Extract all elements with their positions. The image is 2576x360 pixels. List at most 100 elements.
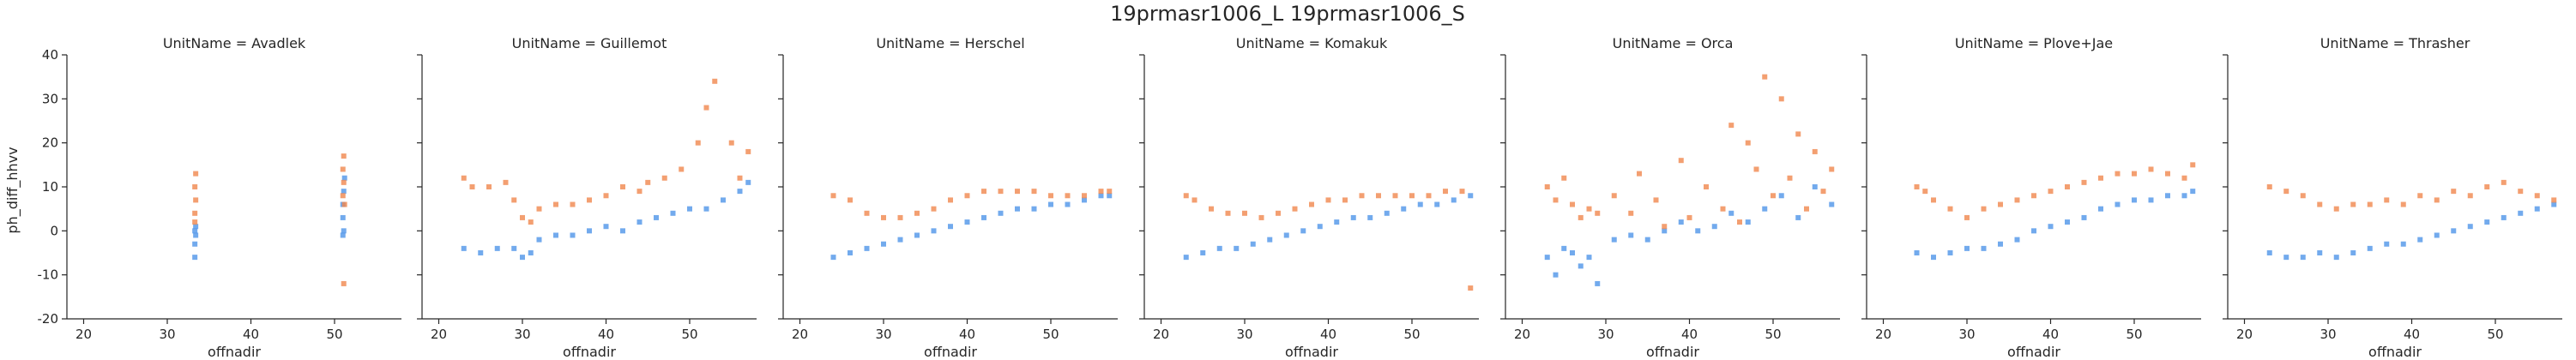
data-point-blue [2400, 241, 2406, 247]
x-tick-label: 50 [2487, 327, 2503, 342]
data-point-orange [1325, 197, 1331, 203]
data-point-orange [1964, 214, 1970, 220]
data-point-blue [2317, 250, 2323, 255]
data-point-orange [1820, 189, 1826, 195]
data-point-blue [193, 224, 199, 230]
x-tick-label: 30 [1958, 327, 1975, 342]
data-point-orange [1804, 206, 1809, 212]
data-point-blue [620, 228, 625, 234]
data-point-blue [2165, 193, 2170, 199]
data-point-blue [603, 224, 609, 230]
figure-title: 19prmasr1006_L 19prmasr1006_S [1110, 2, 1465, 26]
data-point-blue [881, 241, 886, 247]
x-axis-label: offnadir [2007, 344, 2060, 360]
x-tick-label: 20 [1153, 327, 1169, 342]
data-point-blue [2451, 228, 2457, 234]
data-point-orange [2190, 162, 2196, 168]
data-point-blue [1595, 280, 1601, 286]
x-tick-label: 20 [431, 327, 447, 342]
data-point-orange [2148, 166, 2154, 172]
data-point-blue [1200, 250, 1206, 255]
data-point-blue [478, 250, 484, 255]
data-point-blue [1829, 201, 1835, 207]
data-point-orange [981, 189, 986, 195]
x-tick-label: 40 [1681, 327, 1698, 342]
y-tick-label: -10 [38, 267, 59, 283]
data-point-blue [2518, 210, 2524, 216]
data-point-blue [193, 232, 199, 238]
data-point-orange [1065, 193, 1071, 199]
data-point-blue [1283, 232, 1289, 238]
data-point-blue [1628, 232, 1634, 238]
data-point-blue [1561, 245, 1567, 251]
x-tick-label: 40 [959, 327, 975, 342]
data-point-orange [931, 206, 937, 212]
data-point-blue [528, 250, 534, 255]
data-point-blue [536, 237, 542, 243]
data-point-orange [520, 214, 525, 220]
data-point-orange [1728, 123, 1734, 129]
data-point-blue [1350, 214, 1356, 220]
data-point-blue [1267, 237, 1273, 243]
data-point-orange [695, 140, 701, 146]
data-point-blue [1317, 224, 1323, 230]
data-point-orange [1544, 184, 1550, 189]
data-point-orange [2534, 193, 2540, 199]
data-point-orange [1914, 184, 1920, 189]
y-axis-label: ph_diff_hhvv [4, 147, 21, 233]
data-point-orange [2350, 201, 2356, 207]
data-point-orange [830, 193, 836, 199]
data-point-orange [587, 197, 592, 203]
data-point-blue [1183, 255, 1189, 261]
data-point-orange [528, 219, 534, 225]
data-point-orange [1787, 175, 1793, 181]
data-point-orange [737, 175, 743, 181]
data-point-blue [1728, 210, 1734, 216]
data-point-orange [620, 184, 625, 189]
data-point-orange [1998, 201, 2003, 207]
data-point-orange [2484, 184, 2490, 189]
data-point-orange [636, 189, 642, 195]
data-point-orange [1628, 210, 1634, 216]
data-point-orange [469, 184, 475, 189]
data-point-orange [2283, 189, 2289, 195]
data-point-blue [520, 255, 525, 261]
data-point-blue [1998, 241, 2003, 247]
data-point-blue [636, 219, 642, 225]
y-tick-label: -20 [38, 311, 59, 327]
data-point-orange [1242, 210, 1247, 216]
data-point-blue [2014, 237, 2020, 243]
data-point-blue [2333, 255, 2339, 261]
x-tick-label: 40 [1320, 327, 1336, 342]
data-point-blue [461, 245, 467, 251]
data-point-orange [1981, 206, 1987, 212]
x-tick-label: 30 [2320, 327, 2336, 342]
data-point-orange [645, 179, 651, 185]
data-point-orange [2065, 184, 2070, 189]
data-point-blue [2434, 232, 2440, 238]
data-point-blue [1234, 245, 1240, 251]
data-point-blue [494, 245, 500, 251]
x-tick-label: 30 [514, 327, 530, 342]
data-point-orange [1922, 189, 1928, 195]
data-point-orange [1031, 189, 1037, 195]
data-point-blue [1611, 237, 1617, 243]
data-point-orange [1392, 193, 1398, 199]
data-point-orange [881, 214, 886, 220]
data-point-orange [2501, 179, 2507, 185]
data-point-blue [897, 237, 903, 243]
data-point-blue [1578, 263, 1584, 269]
data-point-orange [2081, 179, 2087, 185]
data-point-orange [1561, 175, 1567, 181]
data-point-blue [2300, 255, 2306, 261]
x-tick-label: 30 [1597, 327, 1614, 342]
data-point-orange [1015, 189, 1020, 195]
y-tick-label: 10 [42, 179, 58, 195]
data-point-blue [1778, 193, 1784, 199]
data-point-blue [745, 179, 751, 185]
data-point-orange [1048, 193, 1053, 199]
data-point-blue [1812, 184, 1818, 189]
data-point-blue [2048, 224, 2054, 230]
data-point-orange [461, 175, 467, 181]
